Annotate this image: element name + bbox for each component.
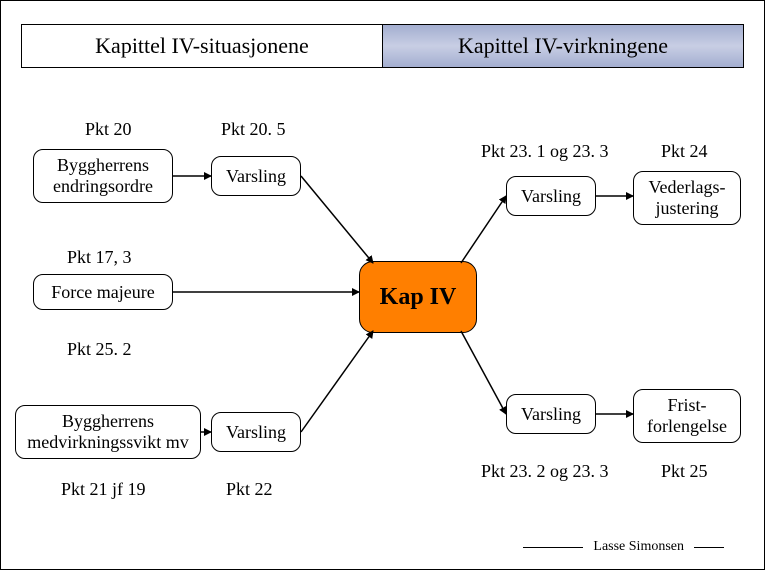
label-pkt24: Pkt 24 xyxy=(661,141,708,162)
center-text: Kap IV xyxy=(380,284,457,311)
footer-line-left xyxy=(523,547,583,548)
box-text: Force majeure xyxy=(51,282,154,303)
box-varsling-bottom-right: Varsling xyxy=(506,394,596,434)
box-text: Byggherrensendringsordre xyxy=(53,155,153,196)
box-text: Frist-forlengelse xyxy=(647,395,727,436)
box-varsling-top-right: Varsling xyxy=(506,176,596,216)
box-vederlagsjustering: Vederlags-justering xyxy=(633,171,741,225)
header-left-title: Kapittel IV-situasjonene xyxy=(22,25,382,67)
footer-author: Lasse Simonsen xyxy=(523,539,724,555)
box-medvirkningssvikt: Byggherrensmedvirkningssvikt mv xyxy=(15,405,201,459)
label-pkt25: Pkt 25 xyxy=(661,461,708,482)
label-pkt20-5: Pkt 20. 5 xyxy=(221,119,286,140)
footer-text: Lasse Simonsen xyxy=(593,539,684,555)
center-kap-iv: Kap IV xyxy=(359,261,477,333)
box-varsling-top-left: Varsling xyxy=(211,156,301,196)
label-pkt17-3: Pkt 17, 3 xyxy=(67,247,132,268)
box-force-majeure: Force majeure xyxy=(33,274,173,310)
box-text: Varsling xyxy=(521,186,581,207)
box-text: Varsling xyxy=(226,166,286,187)
label-pkt20: Pkt 20 xyxy=(85,119,132,140)
box-fristforlengelse: Frist-forlengelse xyxy=(633,389,741,443)
header-right-title: Kapittel IV-virkningene xyxy=(382,25,743,67)
box-text: Vederlags-justering xyxy=(649,177,726,218)
box-text: Byggherrensmedvirkningssvikt mv xyxy=(27,411,189,452)
box-text: Varsling xyxy=(226,422,286,443)
header-bar: Kapittel IV-situasjonene Kapittel IV-vir… xyxy=(21,24,744,68)
footer-line-right xyxy=(694,547,724,548)
label-pkt23-1-3: Pkt 23. 1 og 23. 3 xyxy=(481,141,609,162)
label-pkt25-2: Pkt 25. 2 xyxy=(67,339,132,360)
box-varsling-bottom-left: Varsling xyxy=(211,412,301,452)
label-pkt22: Pkt 22 xyxy=(226,479,273,500)
box-text: Varsling xyxy=(521,404,581,425)
box-byggherrens-endringsordre: Byggherrensendringsordre xyxy=(33,149,173,203)
label-pkt21-19: Pkt 21 jf 19 xyxy=(61,479,146,500)
label-pkt23-2-3: Pkt 23. 2 og 23. 3 xyxy=(481,461,609,482)
